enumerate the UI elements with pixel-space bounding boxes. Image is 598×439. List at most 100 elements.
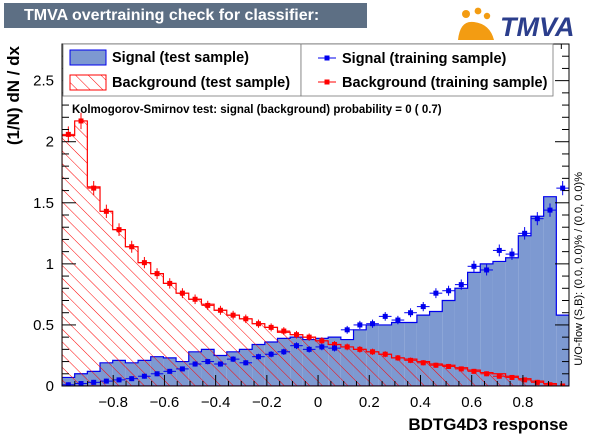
signal-train-point [87,379,101,385]
background-train-marker [293,332,299,338]
signal-train-point [315,343,329,351]
background-train-point [264,323,278,332]
background-test-bar [429,364,443,386]
legend-signal-train-marker [324,55,330,61]
background-train-marker [281,328,287,334]
signal-train-point [62,382,75,386]
signal-train-point [252,353,265,360]
background-train-point [100,204,113,219]
background-test-bar [442,365,455,386]
signal-train-point [442,285,455,296]
background-test-bar [353,349,367,386]
background-train-marker [509,374,515,380]
background-test-bar [480,372,493,386]
signal-test-bar [518,235,531,386]
background-train-marker [319,338,325,344]
background-train-marker [205,302,211,308]
signal-train-point [492,244,506,257]
signal-train-marker [382,313,388,319]
background-test-bar [112,229,126,386]
signal-train-marker [408,310,414,316]
signal-train-point [454,279,468,290]
overflow-label: U/O-flow (S,B): (0.0, 0.0)% / (0.0, 0.0)… [573,172,585,366]
signal-train-marker [560,185,566,191]
x-tick-label: −0.4 [201,394,231,411]
signal-train-point [112,377,126,383]
signal-test-bar [454,288,468,386]
background-train-marker [433,362,439,368]
background-train-marker [116,227,122,233]
background-train-point [340,343,354,351]
signal-train-point [480,264,493,276]
plot-area [62,112,569,386]
signal-train-marker [433,290,439,296]
background-train-marker [255,321,261,327]
background-test-bar [277,332,291,386]
x-tick-label: −0.8 [98,394,128,411]
background-train-marker [192,296,198,302]
background-test-bar [454,367,468,386]
background-train-marker [129,244,135,250]
signal-train-marker [116,377,122,383]
signal-train-point [226,356,240,362]
signal-train-marker [496,247,502,253]
background-train-marker [370,349,376,355]
background-train-marker [547,382,553,386]
signal-train-marker [319,344,325,350]
background-train-marker [268,324,274,330]
signal-test-bar [556,315,569,386]
background-train-point [467,368,481,374]
signal-train-marker [230,356,236,362]
background-train-point [315,337,329,345]
signal-train-point [302,346,316,353]
signal-train-point [353,320,367,330]
background-train-point [543,382,557,386]
background-train-marker [382,351,388,357]
signal-train-marker [103,378,109,384]
background-train-point [454,366,468,372]
logo-text: TMVA [500,12,575,42]
background-train-point [112,223,126,236]
signal-train-marker [458,282,464,288]
y-tick-label: 1.5 [33,195,54,212]
signal-train-point [378,312,392,321]
x-tick-label: 0.4 [410,394,431,411]
signal-train-marker [192,361,198,367]
signal-train-point [100,378,113,384]
signal-train-point [239,360,253,366]
signal-test-bar [467,272,481,386]
signal-train-marker [446,288,452,294]
logo-dots-icon [458,7,494,40]
signal-test-bar [480,263,493,386]
background-train-point [188,294,202,305]
signal-train-marker [217,361,223,367]
background-train-point [277,327,291,335]
background-train-marker [65,131,71,137]
background-train-marker [560,383,566,386]
legend-box-right [300,43,554,97]
background-train-marker [154,271,160,277]
background-train-point [214,305,227,315]
signal-train-point [505,248,519,260]
background-train-point [239,314,253,324]
ks-test-text: Kolmogorov-Smirnov test: signal (backgro… [72,104,442,116]
background-test-bar [328,344,341,386]
background-train-marker [332,341,338,347]
background-train-point [429,362,443,368]
background-train-marker [306,334,312,340]
background-train-point [404,357,417,364]
x-axis-title: BDTG4D3 response [408,415,568,434]
signal-train-marker [522,230,528,236]
background-train-point [366,348,379,355]
signal-train-marker [306,346,312,352]
signal-train-point [518,227,531,240]
background-test-bar [505,376,519,386]
background-test-bar [302,337,316,386]
legend-signal-test-label: Signal (test sample) [112,50,249,66]
signal-train-marker [243,360,249,366]
signal-train-point [277,348,291,355]
y-tick-label: 0 [46,378,54,395]
signal-test-bar [530,216,544,386]
legend: Signal (test sample) Background (test sam… [62,43,554,116]
